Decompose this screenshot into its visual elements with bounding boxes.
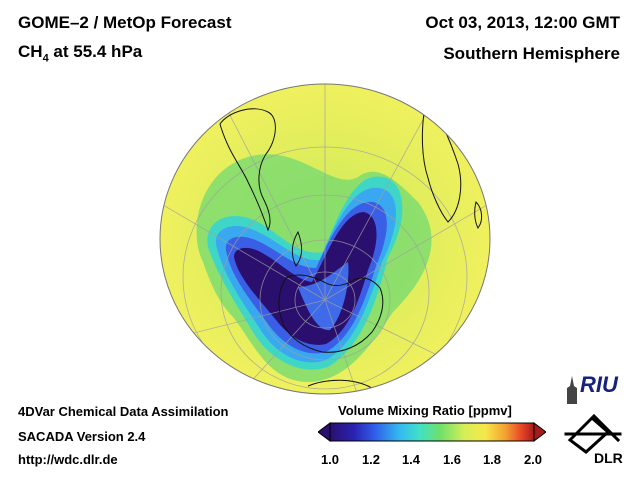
tick-label-2.0: 2.0 [523,452,543,467]
pressure-level: at 55.4 hPa [48,42,143,61]
ozone-low-core [234,212,377,345]
footer-url[interactable]: http://wdc.dlr.de [18,452,118,467]
region-label: Southern Hemisphere [443,44,620,63]
hemisphere-globe-map [159,83,491,395]
colorbar [318,422,546,442]
tick-label-1.8: 1.8 [482,452,502,467]
tick-label-1.6: 1.6 [442,452,462,467]
riu-logo-icon [567,376,577,404]
antarctica-coast [278,274,384,353]
dlr-logo-text: DLR [594,450,623,466]
australia-coast [307,379,373,389]
footer-version: SACADA Version 2.4 [18,429,146,444]
tick-label-1.2: 1.2 [361,452,381,467]
madagascar-coast [474,201,483,229]
species-label: CH [18,42,43,61]
colorbar-gradient [329,422,535,442]
antarctic-peninsula-coast [291,230,303,267]
dlr-logo-icon [564,414,622,454]
coastlines [219,98,483,389]
colorbar-left-arrow [318,422,331,442]
tick-label-1.0: 1.0 [320,452,340,467]
globe-outline [159,83,491,395]
colorbar-right-arrow [533,422,546,442]
south-america-coast [219,108,276,232]
map-title: GOME–2 / MetOp Forecast [18,13,232,32]
africa-coast [421,98,462,223]
forecast-date: Oct 03, 2013, 12:00 GMT [425,13,620,32]
tick-label-1.4: 1.4 [401,452,421,467]
species-subscript: 4 [42,52,49,65]
colorbar-title: Volume Mixing Ratio [ppmv] [338,403,512,418]
riu-logo-text: RIU [580,372,618,397]
footer-assimilation: 4DVar Chemical Data Assimilation [18,404,229,419]
species-level-title: CH4 at 55.4 hPa [18,42,142,64]
